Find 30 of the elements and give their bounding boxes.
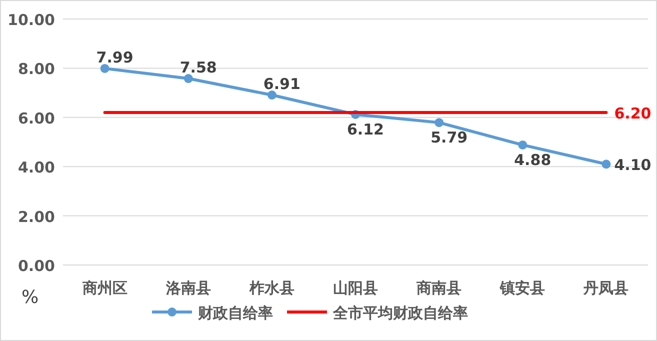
y-axis-title: % xyxy=(21,287,39,308)
data-label: 6.20 xyxy=(614,104,652,122)
y-tick-label: 2.00 xyxy=(18,208,55,226)
x-tick-label: 柞水县 xyxy=(248,279,294,297)
data-label: 4.88 xyxy=(514,150,552,169)
x-tick-label: 丹凤县 xyxy=(582,279,629,297)
y-tick-label: 4.00 xyxy=(18,158,55,177)
y-tick-label: 10.00 xyxy=(8,11,55,29)
data-label: 7.58 xyxy=(180,58,217,77)
x-tick-label: 商南县 xyxy=(416,279,462,297)
legend-label: 全市平均财政自给率 xyxy=(332,304,468,322)
point xyxy=(434,118,444,128)
point xyxy=(267,90,276,100)
x-tick-label: 商州区 xyxy=(81,279,128,297)
x-tick-label: 洛南县 xyxy=(164,279,211,297)
point xyxy=(602,160,611,169)
y-tick-label: 6.00 xyxy=(18,109,55,128)
point xyxy=(184,74,193,84)
data-label: 6.91 xyxy=(263,75,300,94)
point xyxy=(100,64,110,73)
x-tick-label: 镇安县 xyxy=(499,279,546,297)
data-label: 5.79 xyxy=(430,128,468,147)
data-label: 4.10 xyxy=(614,156,652,174)
data-label: 7.99 xyxy=(96,48,134,66)
legend-label: 财政自给率 xyxy=(197,304,273,322)
y-tick-label: 0.00 xyxy=(18,257,55,275)
y-tick-label: 8.00 xyxy=(18,60,55,78)
point xyxy=(518,140,528,150)
data-label: 6.12 xyxy=(346,120,384,138)
x-tick-label: 山阳县 xyxy=(333,279,378,297)
